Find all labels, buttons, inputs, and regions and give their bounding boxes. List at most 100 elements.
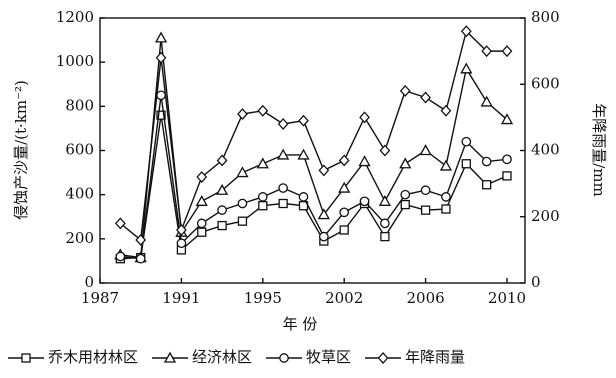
legend-label: 牧草区 [306, 348, 351, 366]
marker [400, 189, 411, 200]
y2-tick-label: 200 [531, 207, 560, 225]
marker [502, 171, 512, 181]
marker [318, 231, 329, 242]
marker [217, 205, 227, 215]
legend-label: 年降雨量 [405, 348, 465, 366]
marker [237, 198, 248, 209]
x-tick-label: 1987 [81, 289, 119, 307]
marker [359, 196, 370, 207]
series-line [119, 29, 507, 242]
marker [163, 351, 177, 363]
marker [215, 183, 229, 195]
marker [237, 108, 248, 121]
marker [298, 114, 309, 127]
marker [338, 154, 350, 167]
y-tick-label: 1000 [56, 52, 94, 70]
marker [278, 183, 288, 193]
marker [155, 51, 167, 64]
marker [115, 251, 126, 262]
x-axis-title: 年 份 [283, 315, 318, 333]
marker [236, 166, 249, 178]
marker [298, 192, 309, 202]
marker [439, 159, 453, 171]
y-tick-label: 400 [65, 185, 94, 203]
marker [441, 192, 451, 202]
marker [135, 253, 146, 264]
y2-axis-title: 年降雨量/mm [590, 103, 608, 197]
y2-tick-label: 600 [531, 74, 560, 92]
marker [318, 164, 330, 177]
series-line [120, 37, 508, 259]
x-tick-label: 1995 [244, 289, 282, 307]
marker [481, 180, 492, 190]
legend-item: 牧草区 [266, 348, 351, 366]
marker [257, 104, 269, 117]
marker [339, 225, 349, 235]
marker [358, 155, 371, 167]
marker [379, 144, 391, 157]
marker [278, 198, 288, 209]
y-tick-label: 600 [65, 141, 94, 159]
y2-tick-label: 0 [531, 273, 541, 291]
marker [176, 224, 187, 236]
marker [420, 91, 431, 104]
marker [176, 238, 187, 249]
marker [195, 194, 208, 206]
y-tick-label: 200 [65, 229, 94, 247]
legend-label: 经济林区 [192, 348, 252, 366]
y-tick-label: 1200 [56, 8, 94, 26]
marker [196, 171, 208, 183]
marker [237, 216, 248, 226]
marker [258, 201, 268, 211]
marker [399, 84, 411, 97]
legend-item: 乔木用材林区 [8, 348, 138, 366]
x-tick-label: 1991 [162, 289, 200, 307]
marker [502, 154, 512, 165]
marker [317, 208, 330, 220]
marker [501, 45, 513, 58]
marker [460, 25, 472, 38]
y-tick-label: 0 [84, 273, 94, 291]
marker [135, 233, 147, 246]
y-tick-label: 800 [65, 96, 94, 114]
marker [154, 31, 168, 43]
marker [339, 207, 350, 218]
marker [197, 227, 207, 237]
marker [380, 218, 390, 229]
marker [297, 148, 310, 160]
marker [420, 185, 431, 196]
marker [338, 181, 351, 193]
marker [380, 231, 390, 242]
y2-tick-label: 400 [531, 141, 560, 159]
marker [481, 156, 492, 167]
marker [399, 157, 412, 169]
marker [257, 192, 268, 202]
marker [279, 353, 289, 363]
marker [216, 154, 228, 167]
y-axis-title: 侵蚀产沙量/(t·km⁻²) [12, 80, 30, 220]
marker [114, 217, 126, 230]
marker [156, 110, 166, 120]
marker [440, 104, 452, 117]
marker [359, 111, 370, 124]
y2-tick-label: 800 [531, 8, 560, 26]
marker [461, 136, 472, 147]
marker [481, 45, 493, 58]
x-tick-label: 2002 [325, 289, 363, 307]
marker [256, 157, 269, 169]
marker [400, 199, 410, 210]
marker [441, 204, 451, 214]
marker [420, 205, 431, 215]
legend-item: 经济林区 [152, 348, 252, 366]
legend-item: 年降雨量 [365, 348, 465, 366]
marker [21, 353, 31, 363]
marker [377, 352, 389, 364]
x-tick-label: 2010 [488, 289, 526, 307]
marker [378, 194, 392, 206]
x-tick-label: 2006 [407, 289, 445, 307]
marker [460, 62, 473, 74]
marker [277, 148, 290, 160]
marker [217, 220, 227, 231]
legend-label: 乔木用材林区 [48, 348, 138, 366]
